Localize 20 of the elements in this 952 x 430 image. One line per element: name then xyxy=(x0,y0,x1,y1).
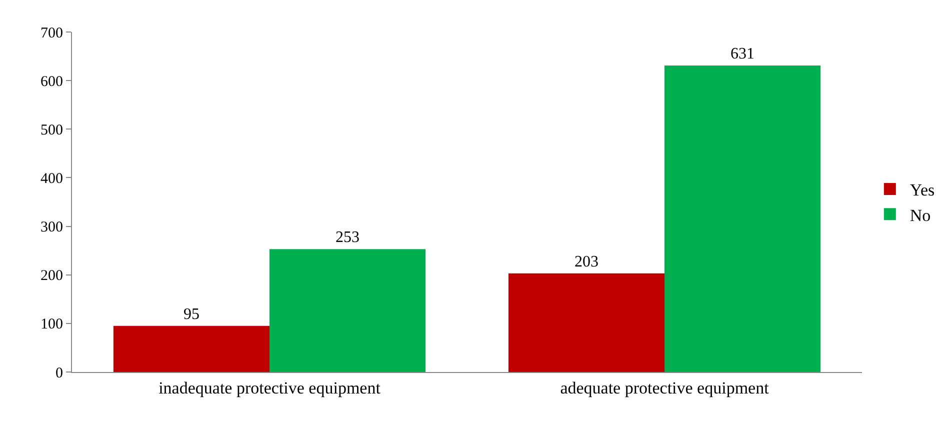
y-tick-label: 500 xyxy=(40,122,63,138)
y-tick-label: 200 xyxy=(40,268,63,284)
x-tick-label: inadequate protective equipment xyxy=(158,378,381,398)
y-tick-label: 100 xyxy=(40,316,63,333)
bar xyxy=(113,326,270,372)
legend-label: Yes xyxy=(910,180,935,200)
bar xyxy=(270,249,426,372)
y-tick-label: 0 xyxy=(56,365,63,382)
data-label: 631 xyxy=(730,46,755,63)
y-tick-label: 600 xyxy=(40,74,63,90)
data-label: 95 xyxy=(183,306,200,323)
data-label: 253 xyxy=(336,229,360,246)
bar xyxy=(664,66,821,372)
y-tick-label: 700 xyxy=(40,25,63,42)
y-tick-label: 300 xyxy=(40,220,63,236)
legend-label: No xyxy=(910,206,931,225)
x-tick-label: adequate protective equipment xyxy=(560,378,770,398)
data-label: 203 xyxy=(574,253,598,270)
y-tick-label: 400 xyxy=(40,170,63,187)
bar xyxy=(508,273,664,372)
